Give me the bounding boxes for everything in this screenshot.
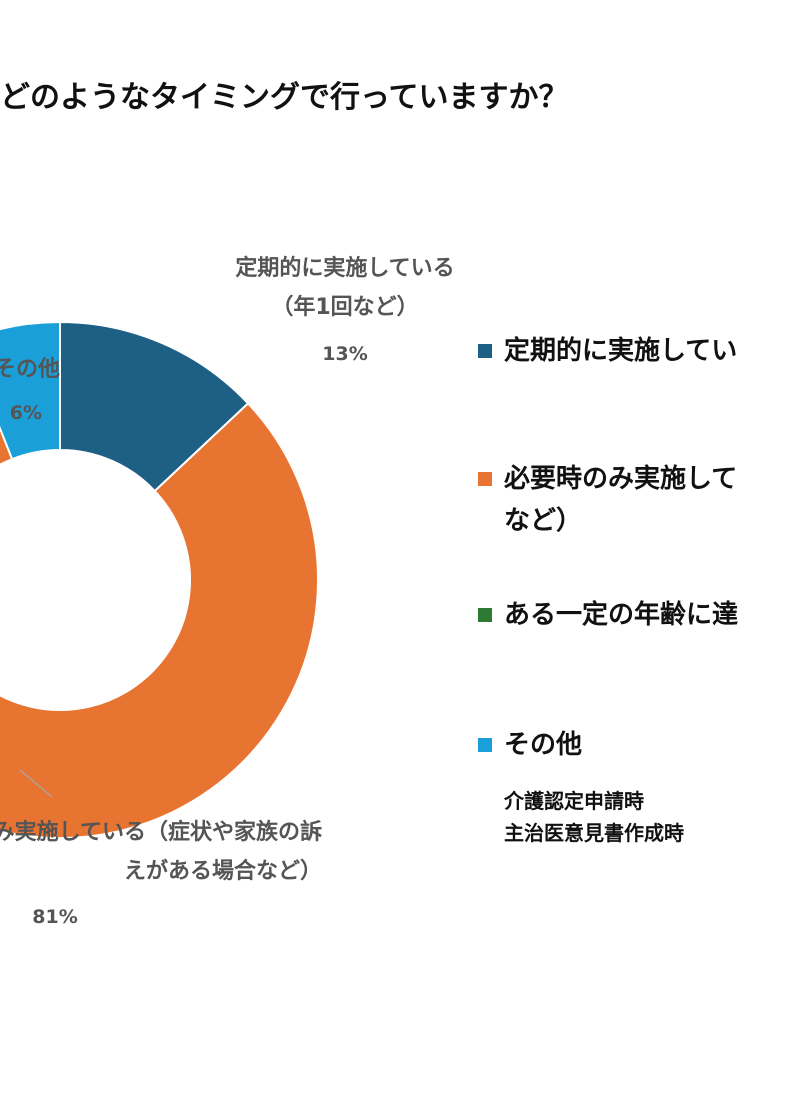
- chart-title: どのようなタイミングで行っていますか？: [0, 72, 800, 116]
- slice-label-regular-line-2: （年1回など）: [271, 294, 418, 320]
- donut-slices: [0, 320, 319, 839]
- chart-title-text: どのようなタイミングで行っていますか？: [0, 80, 569, 115]
- slice-label-regular-line-1: 定期的に実施している: [235, 255, 454, 281]
- legend-label-other: その他: [504, 730, 583, 760]
- slice-labels: 定期的に実施している （年1回など） 13% 必要時のみ実施している（症状や家族の訴え…: [0, 255, 455, 928]
- legend-swatch-age: [478, 608, 492, 622]
- slice-label-as-needed-line-2: えがある場合など）: [124, 858, 322, 884]
- slice-value-as-needed: 81%: [32, 906, 77, 928]
- slice-value-other: 6%: [10, 402, 42, 424]
- legend-label-regular: 定期的に実施してい: [504, 336, 738, 366]
- legend-swatch-regular: [478, 344, 492, 358]
- slice-other: [0, 320, 61, 461]
- legend-swatch-as-needed: [478, 472, 492, 486]
- legend-label-as-needed: 必要時のみ実施して など）: [504, 464, 738, 536]
- leader-line-as-needed: [19, 769, 53, 798]
- legend-swatch-other: [478, 738, 492, 752]
- slice-label-other-line-1: その他: [0, 357, 60, 382]
- legend-note-physician-opinion: 主治医意見書作成時: [504, 821, 684, 845]
- slice-as-needed: [0, 401, 319, 839]
- slice-label-as-needed-line-1: 必要時のみ実施している（症状や家族の訴: [0, 819, 322, 845]
- slice-value-regular: 13%: [322, 343, 367, 365]
- legend-note-care-application: 介護認定申請時: [504, 789, 644, 813]
- legend-label-age: ある一定の年齢に達: [504, 600, 739, 630]
